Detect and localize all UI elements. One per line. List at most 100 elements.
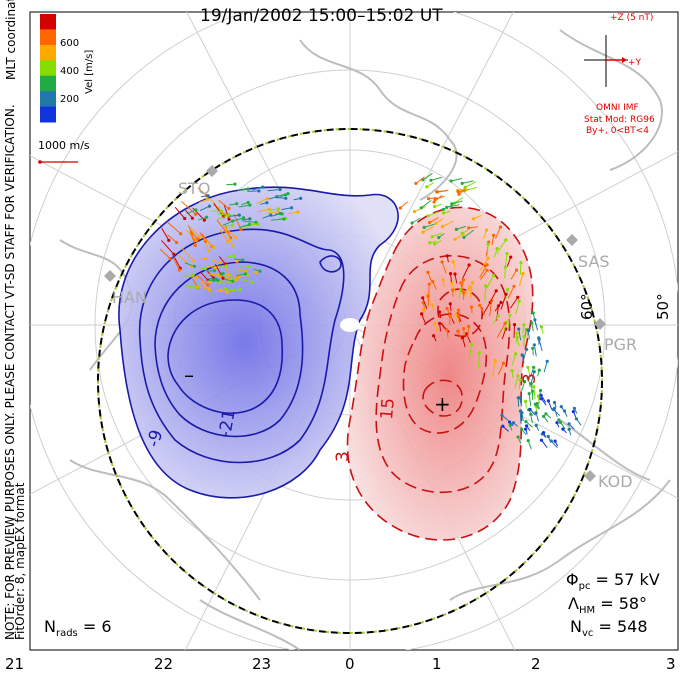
n-vc-value: 548	[616, 617, 648, 636]
velocity-vector-origin	[246, 187, 250, 191]
velocity-vector-origin	[440, 260, 444, 264]
velocity-vector-origin	[451, 260, 455, 264]
velocity-vector	[479, 257, 489, 271]
contour-label-3-right: 3	[520, 373, 540, 384]
velocity-vector	[243, 220, 257, 223]
velocity-vector	[518, 379, 521, 390]
imf-source: OMNI IMF	[596, 103, 639, 113]
velocity-vector	[497, 362, 504, 375]
velocity-vector-origin	[242, 216, 246, 220]
velocity-vector	[533, 386, 536, 400]
velocity-vector	[515, 300, 520, 314]
velocity-vector-origin	[226, 273, 230, 277]
velocity-vector	[422, 172, 433, 181]
velocity-vector-origin	[500, 413, 504, 417]
velocity-vector-origin	[230, 223, 234, 227]
velocity-vector-origin	[216, 278, 220, 283]
colorbar-segment	[40, 91, 56, 107]
velocity-vector-origin	[219, 288, 223, 292]
velocity-vector-origin	[265, 201, 269, 205]
velocity-vector-origin	[505, 251, 509, 256]
velocity-vector-origin	[514, 352, 518, 356]
velocity-vector-origin	[433, 242, 437, 246]
velocity-vector-origin	[531, 311, 535, 315]
velocity-vector	[468, 344, 473, 361]
velocity-vector-origin	[546, 434, 550, 439]
velocity-vector-origin	[468, 285, 472, 289]
velocity-vector-origin	[420, 312, 424, 316]
velocity-vector-origin	[213, 266, 217, 270]
velocity-vector	[446, 308, 453, 320]
velocity-vector	[451, 200, 463, 205]
velocity-vector-origin	[449, 272, 453, 276]
velocity-vector	[271, 218, 285, 221]
velocity-vector-origin	[496, 304, 501, 308]
velocity-vector-origin	[534, 423, 538, 428]
velocity-vector-origin	[261, 185, 265, 189]
velocity-vector-origin	[453, 237, 457, 241]
velocity-vector-origin	[284, 196, 288, 200]
velocity-vector	[174, 206, 186, 219]
velocity-vector-origin	[434, 221, 438, 225]
mlt-tick-2: 2	[531, 655, 541, 673]
colorbar-segment	[40, 44, 56, 61]
velocity-vector-origin	[244, 269, 248, 274]
velocity-vector-origin	[572, 406, 577, 410]
colorbar-tick-600: 600	[60, 38, 80, 49]
velocity-vector-origin	[412, 210, 417, 214]
velocity-vector-origin	[243, 272, 248, 276]
velocity-vector-origin	[545, 359, 549, 363]
velocity-vector	[456, 225, 467, 230]
velocity-vector-origin	[519, 261, 523, 265]
velocity-vector-origin	[206, 283, 210, 287]
velocity-vector	[467, 326, 470, 338]
velocity-vector	[491, 235, 495, 245]
velocity-vector-origin	[553, 439, 557, 443]
velocity-vector-origin	[511, 421, 516, 425]
velocity-vector-origin	[226, 239, 230, 244]
velocity-vector-origin	[248, 217, 252, 221]
velocity-vector-origin	[492, 273, 496, 278]
velocity-vector-origin	[241, 258, 245, 262]
velocity-vector-origin	[459, 281, 463, 285]
velocity-vector-origin	[410, 221, 414, 225]
imf-z-label: +Z (5 nT)	[610, 13, 654, 23]
velocity-vector-origin	[460, 231, 464, 235]
velocity-vector-origin	[430, 235, 434, 239]
velocity-vector-origin	[231, 219, 235, 223]
velocity-vector	[513, 324, 515, 338]
velocity-vector-origin	[441, 278, 445, 282]
velocity-vector	[511, 353, 517, 366]
velocity-vector-origin	[202, 218, 206, 222]
mlt-tick-21: 21	[5, 655, 25, 673]
velocity-vector-origin	[504, 238, 508, 242]
velocity-vector	[521, 381, 526, 392]
fit-order-label: FitOrder: 8, mapEX format	[13, 482, 27, 640]
contour-label-15: 15	[377, 397, 399, 420]
velocity-vector-origin	[219, 209, 223, 213]
velocity-vector-origin	[206, 197, 210, 201]
velocity-vector-origin	[518, 378, 522, 382]
velocity-vector-origin	[539, 397, 544, 401]
velocity-vector	[461, 264, 470, 280]
velocity-vector	[166, 221, 182, 235]
velocity-vector	[528, 393, 532, 407]
velocity-vector-origin	[516, 374, 520, 378]
velocity-vector-origin	[167, 238, 171, 242]
velocity-vector-origin	[525, 424, 529, 428]
velocity-vector-origin	[527, 392, 531, 396]
velocity-vector-origin	[454, 313, 458, 317]
colorbar-segment	[40, 29, 56, 46]
velocity-vector	[543, 361, 548, 373]
velocity-vector-origin	[235, 202, 239, 206]
velocity-vector	[465, 181, 477, 188]
velocity-vector-origin	[537, 368, 541, 372]
velocity-vector-origin	[524, 427, 528, 431]
velocity-vector-origin	[528, 407, 532, 411]
velocity-vector	[239, 223, 250, 228]
velocity-vector-origin	[433, 204, 437, 209]
velocity-vector-origin	[421, 296, 425, 300]
velocity-vector-origin	[207, 288, 211, 292]
velocity-vector-origin	[486, 256, 490, 260]
